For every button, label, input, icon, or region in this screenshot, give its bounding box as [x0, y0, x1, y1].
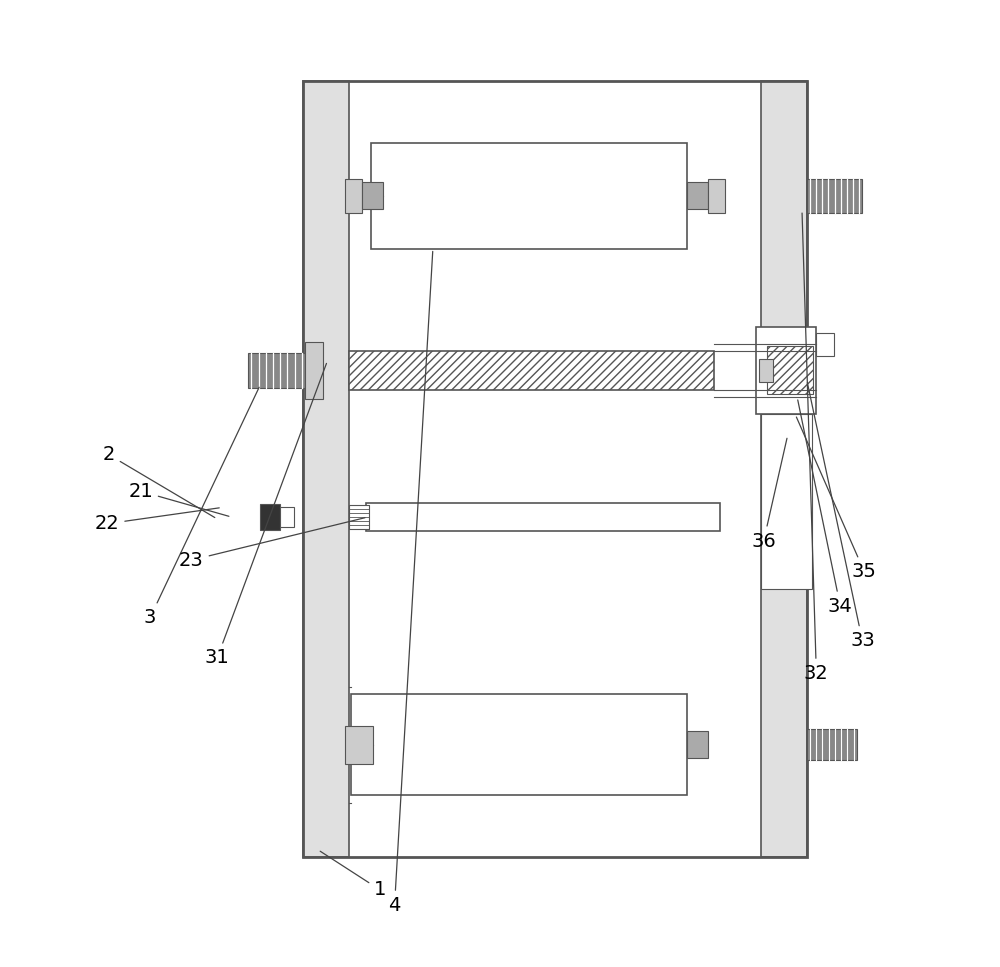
Bar [687, 731, 708, 758]
Bar [345, 179, 362, 213]
Bar [351, 694, 687, 795]
Bar [303, 81, 807, 858]
Bar [759, 359, 773, 382]
Text: 31: 31 [205, 364, 326, 667]
Text: 23: 23 [179, 517, 365, 570]
Text: 4: 4 [388, 251, 433, 915]
Bar [362, 183, 383, 209]
Text: 32: 32 [802, 213, 829, 683]
Bar [305, 341, 323, 399]
Bar [761, 414, 812, 589]
Text: 2: 2 [103, 445, 215, 517]
Bar [761, 81, 807, 858]
Bar [366, 503, 720, 532]
Bar [687, 183, 708, 209]
Bar [349, 351, 714, 390]
Bar [345, 725, 373, 764]
Bar [816, 333, 834, 356]
Bar [303, 81, 349, 858]
Bar [349, 505, 369, 529]
Text: 34: 34 [798, 400, 853, 616]
Bar [807, 179, 862, 213]
Text: 3: 3 [144, 387, 259, 628]
Bar [371, 143, 687, 249]
Text: 33: 33 [807, 383, 875, 650]
Text: 22: 22 [95, 508, 219, 533]
Bar [767, 346, 813, 395]
Bar [807, 729, 857, 760]
Bar [260, 504, 280, 531]
Text: 1: 1 [320, 851, 386, 899]
Bar [708, 179, 725, 213]
Text: 21: 21 [128, 482, 229, 516]
Bar [280, 508, 294, 527]
Text: 35: 35 [796, 417, 877, 581]
Text: 36: 36 [751, 438, 787, 550]
Bar [756, 327, 816, 414]
Bar [248, 353, 305, 388]
